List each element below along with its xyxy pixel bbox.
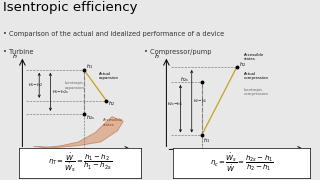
Text: Accessible
states: Accessible states bbox=[103, 118, 123, 127]
Text: $h_1\!-\!h_{2s}$: $h_1\!-\!h_{2s}$ bbox=[52, 88, 69, 96]
Text: • Comparison of the actual and idealized performance of a device: • Comparison of the actual and idealized… bbox=[3, 31, 224, 37]
Text: h: h bbox=[155, 54, 158, 59]
Text: Accessible
states: Accessible states bbox=[244, 53, 264, 62]
Polygon shape bbox=[34, 117, 123, 148]
Text: Actual
expansion: Actual expansion bbox=[99, 72, 119, 80]
Text: $h_2\!-\!h_1$: $h_2\!-\!h_1$ bbox=[193, 97, 208, 105]
Text: $\eta_T = \dfrac{\dot{W}}{\dot{W}_s} = \dfrac{h_1 - h_2}{h_1 - h_{2s}}$: $\eta_T = \dfrac{\dot{W}}{\dot{W}_s} = \… bbox=[48, 151, 112, 174]
Text: s: s bbox=[131, 152, 134, 157]
Text: $h_1$: $h_1$ bbox=[86, 62, 92, 71]
Text: $\eta_c = \dfrac{\dot{W}_s}{\dot{W}} = \dfrac{h_{2s} - h_1}{h_2 - h_1}$: $\eta_c = \dfrac{\dot{W}_s}{\dot{W}} = \… bbox=[210, 151, 274, 174]
Text: Isentropic
compression: Isentropic compression bbox=[244, 87, 269, 96]
Text: Isentropic efficiency: Isentropic efficiency bbox=[3, 1, 138, 14]
Text: Isentropic
expansion: Isentropic expansion bbox=[65, 81, 85, 90]
Text: $h_2$: $h_2$ bbox=[239, 60, 246, 69]
Text: $h_1$: $h_1$ bbox=[203, 136, 210, 145]
Text: Actual
compression: Actual compression bbox=[244, 72, 269, 80]
Text: • Turbine: • Turbine bbox=[3, 49, 34, 55]
Text: $h_{2s}$: $h_{2s}$ bbox=[180, 75, 189, 84]
Text: $h_{2s}$: $h_{2s}$ bbox=[86, 113, 95, 122]
Text: $h_2$: $h_2$ bbox=[108, 99, 115, 108]
Text: $h_1\!-\!h_2$: $h_1\!-\!h_2$ bbox=[28, 82, 43, 89]
Text: • Compressor/pump: • Compressor/pump bbox=[144, 49, 212, 55]
Text: $h_{2s}\!-\!h_1$: $h_{2s}\!-\!h_1$ bbox=[167, 100, 183, 108]
Text: s: s bbox=[303, 152, 306, 157]
Text: h: h bbox=[12, 54, 17, 59]
